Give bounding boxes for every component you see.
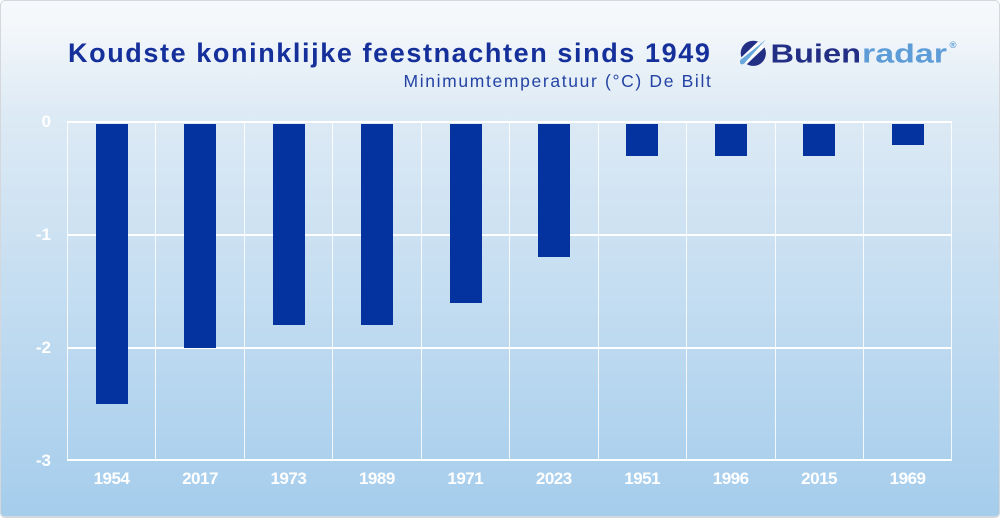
svg-text:Buien: Buien — [771, 39, 862, 69]
svg-text:radar: radar — [862, 39, 947, 69]
svg-text:®: ® — [950, 40, 957, 51]
